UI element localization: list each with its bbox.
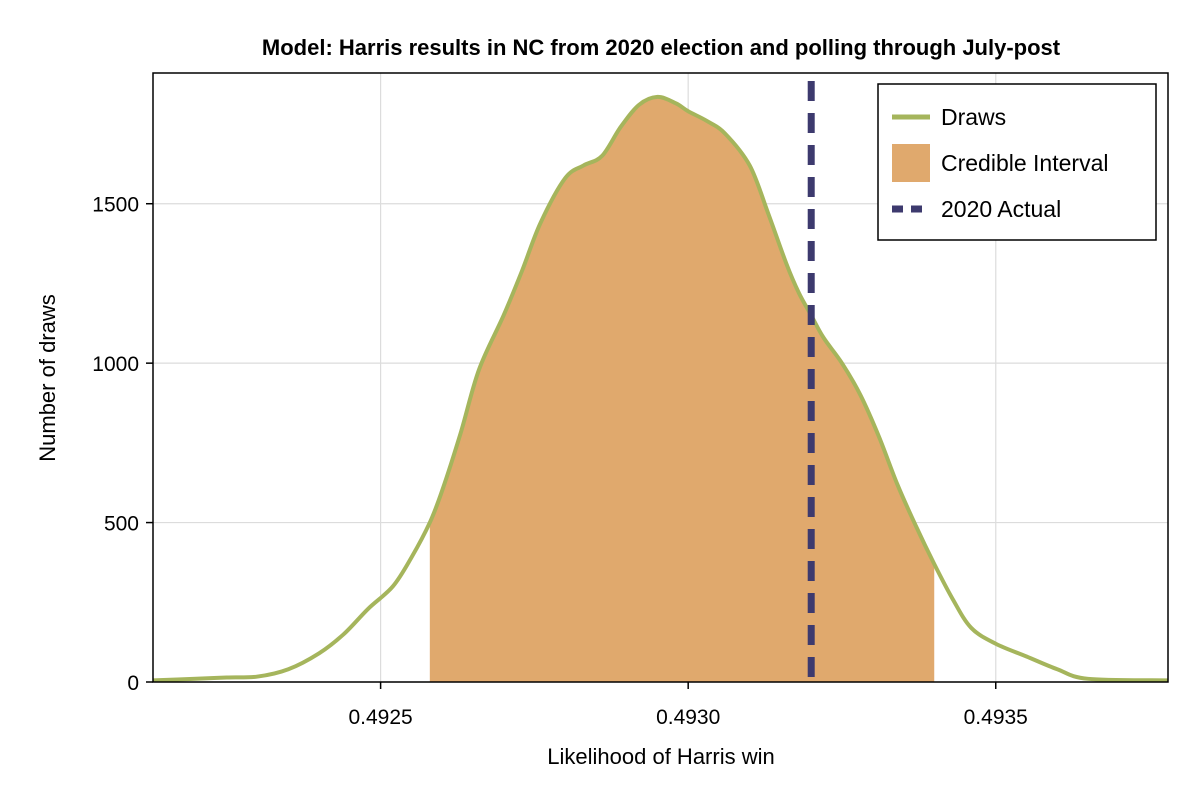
legend-label: Credible Interval [941,150,1108,176]
x-tick-label: 0.4935 [964,706,1028,729]
y-tick-label: 0 [127,672,139,695]
legend-label: 2020 Actual [941,196,1061,222]
x-tick-label: 0.4925 [348,706,412,729]
legend-label: Draws [941,104,1006,130]
x-axis-label: Likelihood of Harris win [547,744,774,769]
x-tick-label: 0.4930 [656,706,720,729]
legend: Draws Credible Interval 2020 Actual [878,84,1156,240]
chart-title: Model: Harris results in NC from 2020 el… [262,35,1061,60]
y-axis-label: Number of draws [35,294,60,462]
y-tick-label: 1500 [92,194,139,217]
y-tick-label: 1000 [92,353,139,376]
y-tick-label: 500 [104,513,139,536]
legend-swatch-credible-interval [892,144,930,182]
